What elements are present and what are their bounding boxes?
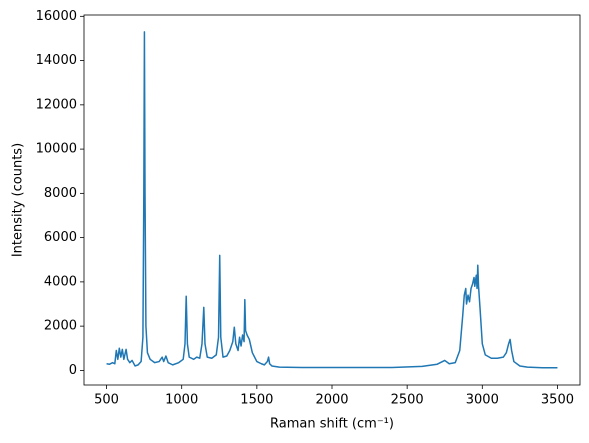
x-tick-label: 1000	[165, 393, 198, 408]
y-tick-label: 8000	[44, 186, 77, 201]
plot-frame	[83, 14, 581, 386]
x-tick-label: 1500	[240, 393, 273, 408]
x-tick-label: 500	[94, 393, 119, 408]
y-tick-label: 0	[69, 363, 77, 378]
x-tick-label: 3000	[466, 393, 499, 408]
spectrum-line	[106, 31, 558, 369]
x-tick-label: 2500	[391, 393, 424, 408]
y-axis-label: Intensity (counts)	[11, 143, 26, 257]
y-tick-label: 6000	[44, 230, 77, 245]
x-axis-label: Raman shift (cm⁻¹)	[270, 417, 394, 432]
y-tick-label: 12000	[36, 97, 77, 112]
y-tick-label: 14000	[36, 53, 77, 68]
y-tick-label: 4000	[44, 274, 77, 289]
x-tick-label: 3500	[541, 393, 574, 408]
y-tick-label: 2000	[44, 319, 77, 334]
x-tick-label: 2000	[315, 393, 348, 408]
y-tick-label: 10000	[36, 142, 77, 157]
y-tick-label: 16000	[36, 9, 77, 24]
